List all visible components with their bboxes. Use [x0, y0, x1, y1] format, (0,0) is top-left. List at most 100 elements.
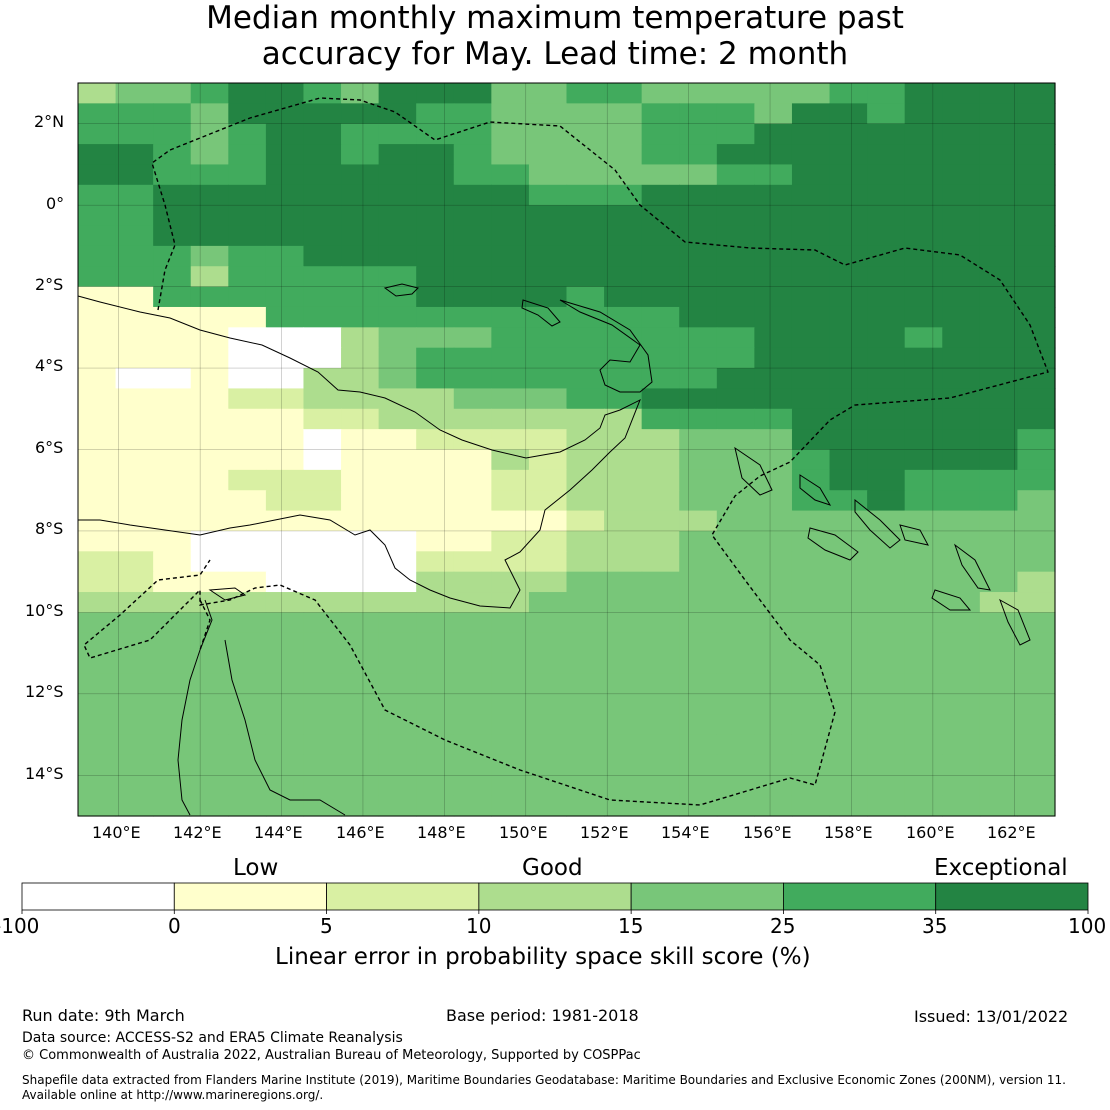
grid-cell — [228, 673, 267, 695]
grid-cell — [942, 327, 981, 349]
grid-cell — [1017, 123, 1056, 145]
grid-cell — [604, 571, 643, 593]
grid-cell — [791, 673, 831, 695]
grid-cell — [341, 551, 380, 573]
grid-cell — [115, 673, 154, 695]
grid-cell — [829, 530, 868, 552]
grid-cell — [453, 571, 492, 593]
grid-cell — [1017, 408, 1056, 430]
grid-cell — [378, 612, 417, 634]
grid-cell — [829, 653, 868, 675]
grid-cell — [303, 775, 342, 797]
new-guinea-coast — [77, 295, 641, 609]
grid-cell — [679, 368, 718, 390]
grid-cell — [942, 388, 981, 410]
grid-cell — [942, 653, 981, 675]
grid-cell — [904, 510, 943, 532]
grid-cell — [416, 795, 455, 817]
grid-cell — [341, 714, 380, 736]
grid-cell — [979, 469, 1019, 491]
grid-cell — [1017, 612, 1056, 634]
grid-cell — [829, 123, 868, 145]
grid-cell — [190, 551, 229, 573]
grid-cell — [1017, 490, 1056, 512]
grid-cell — [1017, 83, 1056, 104]
grid-cell — [153, 245, 192, 267]
grid-cell — [641, 184, 680, 206]
grid-cell — [491, 103, 530, 125]
grid-cell — [829, 388, 868, 410]
grid-cell — [416, 286, 455, 308]
grid-cell — [641, 693, 680, 715]
grid-cell — [641, 673, 680, 695]
grid-cell — [190, 103, 229, 125]
grid-cell — [153, 327, 192, 349]
grid-cell — [491, 347, 530, 369]
grid-cell — [716, 429, 755, 451]
grid-cell — [942, 734, 981, 756]
grid-cell — [115, 571, 154, 593]
grid-cell — [942, 306, 981, 328]
grid-cell — [904, 530, 943, 552]
grid-cell — [190, 754, 229, 776]
grid-cell — [341, 510, 380, 532]
grid-cell — [378, 225, 417, 247]
grid-cell — [979, 490, 1019, 512]
grid-cell — [716, 388, 755, 410]
grid-cell — [754, 245, 793, 267]
grid-cell — [303, 103, 342, 125]
grid-cell — [341, 184, 380, 206]
grid-cell — [1017, 368, 1056, 390]
grid-cell — [979, 592, 1019, 613]
grid-cell — [829, 347, 868, 369]
grid-cell — [416, 551, 455, 573]
grid-cell — [190, 693, 229, 715]
x-tick-label: 162°E — [987, 823, 1036, 842]
grid-cell — [979, 123, 1019, 145]
grid-cell — [265, 612, 305, 634]
colorbar-segment — [173, 882, 327, 911]
grid-cell — [904, 245, 943, 267]
grid-cell — [942, 184, 981, 206]
grid-cell — [341, 429, 380, 451]
grid-cell — [341, 123, 380, 145]
colorbar-segment — [478, 882, 632, 911]
grid-cell — [78, 693, 117, 715]
grid-cell — [867, 530, 906, 552]
grid-cell — [153, 551, 192, 573]
grid-cell — [754, 286, 793, 308]
grid-cell — [416, 123, 455, 145]
grid-cell — [491, 754, 530, 776]
grid-cell — [942, 673, 981, 695]
grid-cell — [341, 388, 380, 410]
colorbar-tick: 25 — [770, 914, 796, 938]
grid-cell — [378, 510, 417, 532]
grid-cell — [791, 184, 831, 206]
grid-cell — [641, 388, 680, 410]
grid-cell — [528, 306, 568, 328]
grid-cell — [829, 632, 868, 654]
grid-cell — [979, 306, 1019, 328]
grid-cell — [190, 673, 229, 695]
grid-cell — [867, 164, 906, 186]
grid-cell — [829, 245, 868, 267]
grid-cell — [979, 571, 1019, 593]
grid-cell — [566, 306, 605, 328]
grid-cell — [979, 286, 1019, 308]
grid-cell — [341, 245, 380, 267]
grid-cell — [566, 734, 605, 756]
grid-cell — [453, 469, 492, 491]
grid-cell — [491, 714, 530, 736]
grid-cell — [716, 612, 755, 634]
grid-cell — [78, 327, 117, 349]
grid-cell — [228, 144, 267, 166]
grid-cell — [754, 571, 793, 593]
grid-cell — [78, 388, 117, 410]
grid-cell — [528, 632, 568, 654]
grid-cell — [641, 632, 680, 654]
grid-cell — [265, 388, 305, 410]
grid-cell — [754, 429, 793, 451]
grid-cell — [716, 245, 755, 267]
grid-cell — [228, 653, 267, 675]
